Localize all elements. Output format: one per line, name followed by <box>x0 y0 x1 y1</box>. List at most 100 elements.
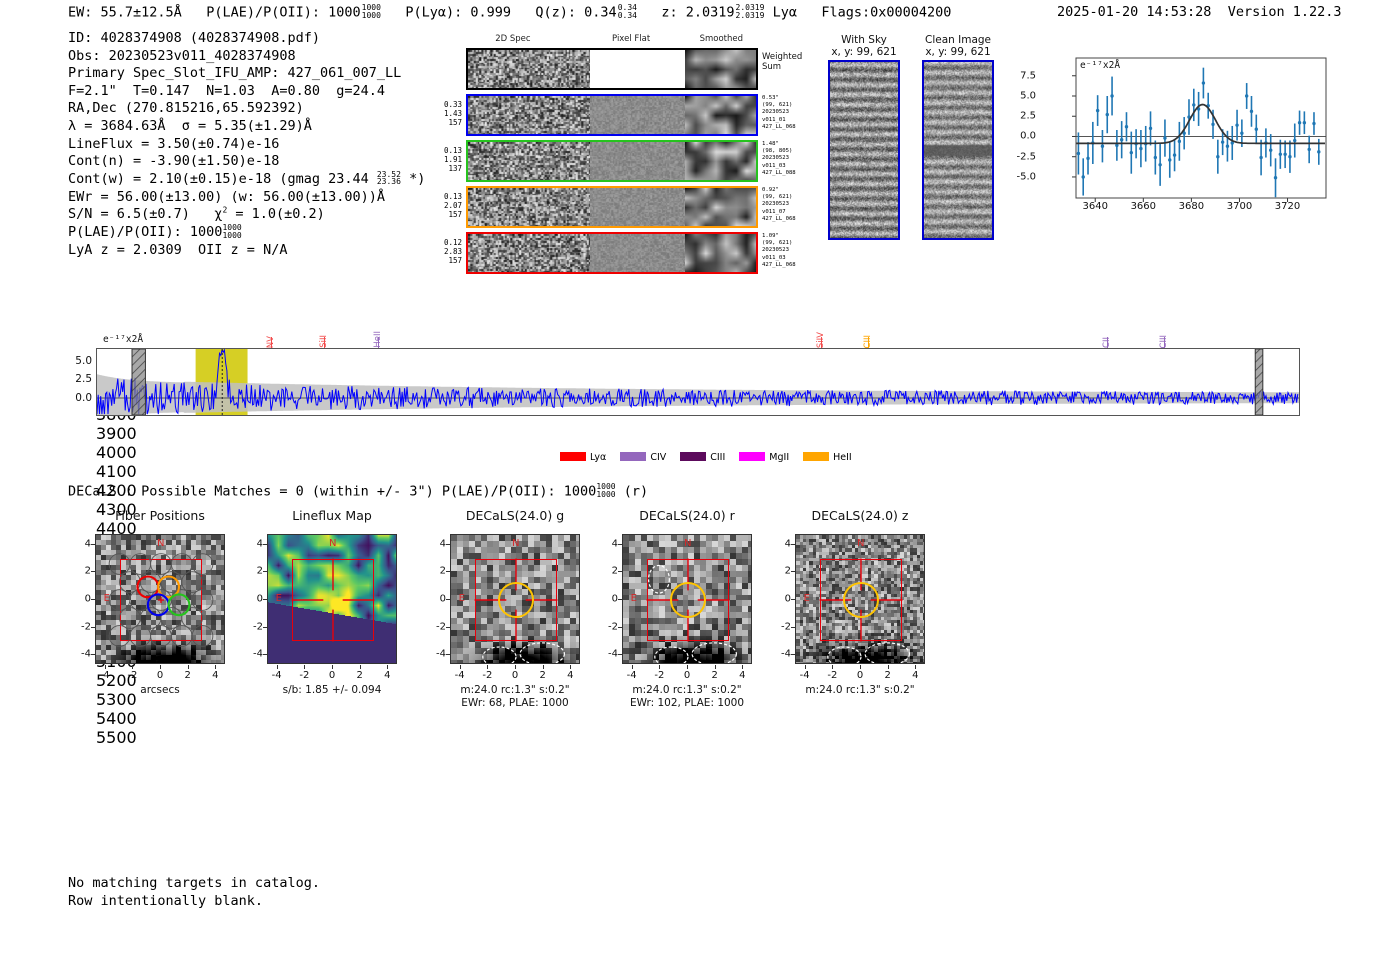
strip-right-label: 1.09" (99, 621) 20230523 v011_03 427_LL_068 <box>762 233 822 269</box>
strip-right-value: 0.53" <box>762 95 779 101</box>
qz-lo: 0.34 <box>617 10 637 20</box>
panel-ytick: -2 <box>253 621 263 633</box>
info-radec: RA,Dec (270.815216,65.592392) <box>68 100 304 117</box>
strip-left-value: 0.13 <box>443 192 462 201</box>
strip-pixel-flat <box>590 142 685 180</box>
spectrum-xtick: 5500 <box>96 728 137 747</box>
cutout-subtitle-text: x, y: 99, 621 <box>831 46 897 58</box>
panel-xtick-mark <box>332 665 333 669</box>
panel-xtick-mark <box>714 665 716 669</box>
legend-item: MgII <box>739 452 789 463</box>
strip-right-label: 1.48" (98, 805) 20230523 v011_03 427_LL_088 <box>762 141 822 177</box>
info-sn-post: = 1.0(±0.2) <box>227 206 325 223</box>
legend-item: HeII <box>803 452 852 463</box>
info-z-line: LyA z = 2.0309 OII z = N/A <box>68 241 288 258</box>
panel-xtick: 0 <box>328 670 336 681</box>
cutout-title: With Sky x, y: 99, 621 <box>804 34 924 58</box>
strip-smoothed <box>685 142 756 180</box>
panel-caption-primary: m:24.0 rc:1.3" s:0.2" <box>460 684 570 696</box>
line-profile-xtick: 3720 <box>1274 201 1301 212</box>
panel-xtick: 0 <box>856 670 864 681</box>
crosshair-overlay <box>819 558 903 642</box>
panel-caption-secondary: EWr: 68, PLAE: 1000 <box>461 697 569 709</box>
panel-ytick: 2 <box>256 565 263 577</box>
panel-xtick-mark <box>104 665 106 669</box>
panel-ytick: -2 <box>81 621 91 633</box>
panel-xtick-mark <box>915 665 917 669</box>
panel-ytick: 4 <box>784 538 791 550</box>
panel-ytick: 4 <box>611 538 618 550</box>
strip-2d-spec <box>468 188 590 226</box>
panel-ytick-mark <box>618 654 622 656</box>
report-header-right: 2025-01-20 14:53:28 Version 1.22.3 <box>1057 4 1342 20</box>
panel-xtick: -4 <box>271 670 282 681</box>
crosshair-overlay <box>291 558 375 642</box>
emission-line-tick <box>1107 337 1109 348</box>
strip-pixel-flat <box>590 234 685 272</box>
strip-right-value: 427_LL_068 <box>762 261 796 268</box>
panel-ytick-mark <box>791 599 795 600</box>
spectrum-xtick: 4100 <box>96 462 137 481</box>
compass-east-label: E <box>275 593 282 604</box>
spectrum-xtick: 4400 <box>96 519 137 538</box>
catalog-source-ellipses <box>827 642 910 663</box>
strip-left-value: 1.43 <box>443 109 462 119</box>
strip-right-value: v011_03 <box>762 254 786 261</box>
strip-right-value: 0.92" <box>762 187 779 193</box>
panel-xtick: -4 <box>626 670 637 681</box>
compass-north-label: N <box>512 537 520 549</box>
line-profile-ytick: 7.5 <box>1020 70 1036 82</box>
panel-caption-secondary: EWr: 102, PLAE: 1000 <box>629 697 745 709</box>
footer-line-1: No matching targets in catalog. <box>68 875 320 891</box>
legend-swatch <box>680 452 707 461</box>
legend-label: MgII <box>769 452 790 463</box>
panel-xtick: 4 <box>212 670 219 681</box>
line-profile-xtick: 3700 <box>1226 201 1253 212</box>
panel-xtick: -2 <box>827 670 838 681</box>
image-panel-title: DECaLS(24.0) r <box>639 508 735 523</box>
strip-2d-spec <box>468 50 590 88</box>
line-profile-ytick: 5.0 <box>1020 90 1036 102</box>
panel-xtick-mark <box>687 665 688 669</box>
panel-xtick: 2 <box>884 670 891 681</box>
z-hi: 2.0319 <box>735 3 765 12</box>
compass-east-label: E <box>630 593 637 604</box>
panel-xtick-mark <box>215 665 217 669</box>
panel-ytick: 0 <box>611 593 618 605</box>
panel-caption-primary: arcsecs <box>140 684 180 696</box>
strip-left-value: 0.12 <box>443 238 462 247</box>
panel-xtick-mark <box>459 665 461 669</box>
strip-smoothed <box>685 188 756 226</box>
panel-ytick-mark <box>91 626 95 628</box>
emission-line-tick <box>867 337 869 348</box>
strip-right-value: (98, 805) <box>762 148 793 155</box>
strip-2d-spec <box>468 96 590 134</box>
red-aperture-box <box>119 558 203 642</box>
info-gmag-lo: 23.36 <box>376 177 401 187</box>
cutout-image <box>922 60 994 240</box>
line-profile-xtick: 3680 <box>1178 201 1205 212</box>
cutout-title-text: Clean Image <box>924 34 992 46</box>
panel-ytick: -4 <box>81 648 91 660</box>
plae-hi: 1000 <box>361 3 381 12</box>
decals-header-post: (r) <box>615 483 649 500</box>
strip-pixel-flat <box>590 96 685 134</box>
panel-xtick: 4 <box>739 670 746 681</box>
spec-strip <box>466 94 758 136</box>
panel-xtick-mark <box>515 665 516 669</box>
strip-left-label: 0.13 1.91 137 <box>430 146 462 174</box>
panel-xtick-mark <box>742 665 744 669</box>
spectrum-xtick: 4000 <box>96 443 137 462</box>
panel-ytick-mark <box>791 626 795 628</box>
strip-right-value: v011_07 <box>762 208 786 215</box>
panel-ytick-mark <box>91 654 95 656</box>
info-cont-n: Cont(n) = -3.90(±1.50)e-18 <box>68 153 280 170</box>
panel-xtick-mark <box>487 665 489 669</box>
panel-ytick-mark <box>618 571 622 573</box>
timestamp: 2025-01-20 14:53:28 <box>1057 4 1212 20</box>
z-lo: 2.0319 <box>735 10 765 20</box>
panel-ytick: 0 <box>256 593 263 605</box>
panel-ytick-mark <box>446 543 450 545</box>
legend-item: Lyα <box>560 452 606 463</box>
